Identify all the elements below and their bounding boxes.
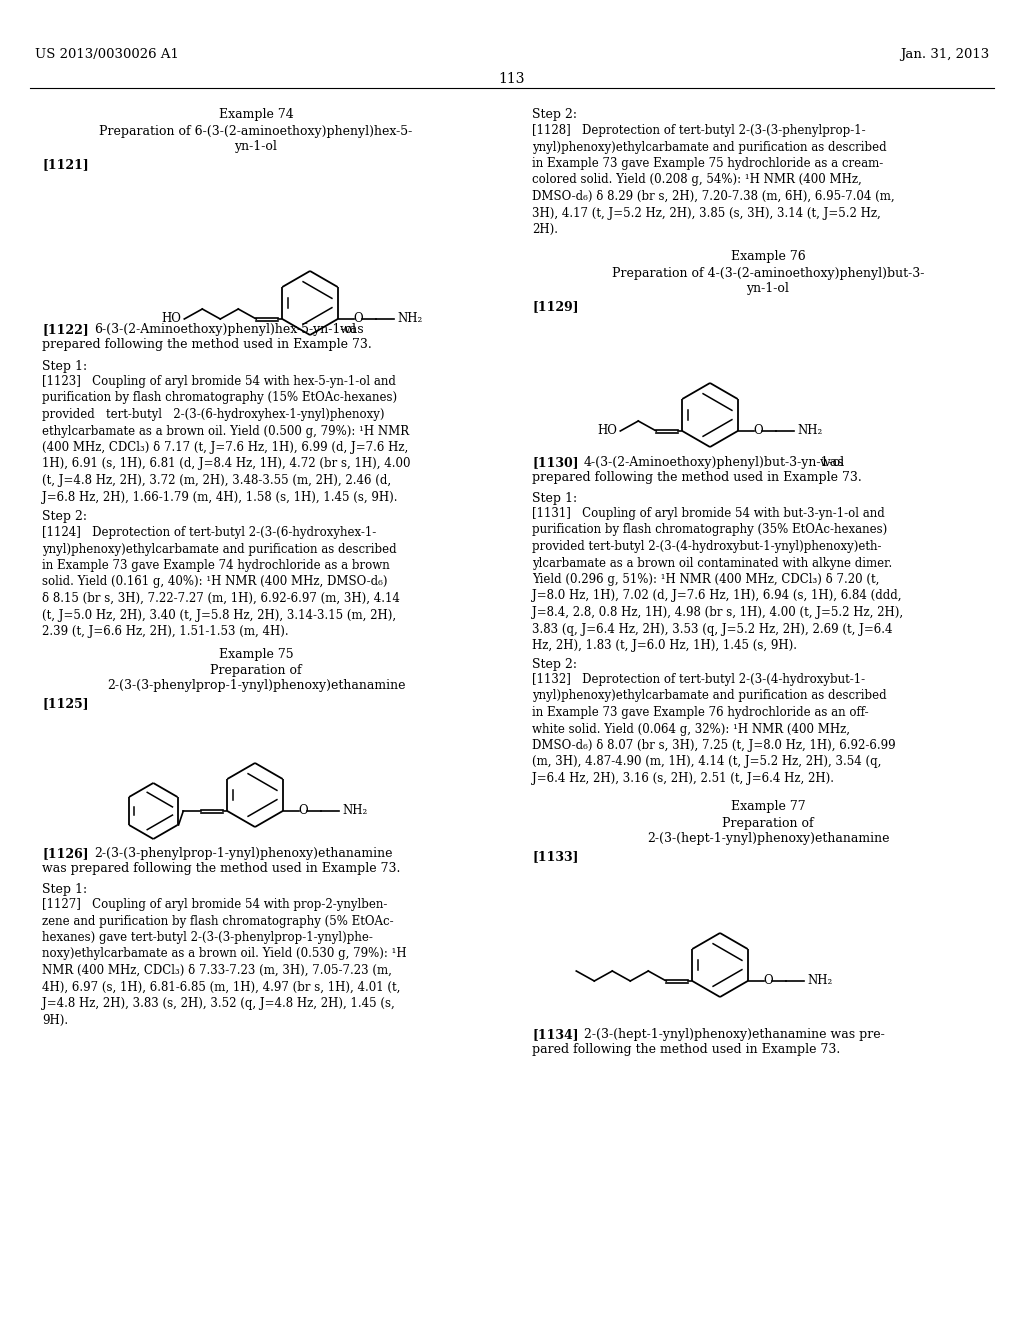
Text: 4-(3-(2-Aminoethoxy)phenyl)but-3-yn-1-ol: 4-(3-(2-Aminoethoxy)phenyl)but-3-yn-1-ol [584,455,845,469]
Text: [1122]: [1122] [42,323,89,337]
Text: 2-(3-(3-phenylprop-1-ynyl)phenoxy)ethanamine: 2-(3-(3-phenylprop-1-ynyl)phenoxy)ethana… [106,678,406,692]
Text: [1131]   Coupling of aryl bromide 54 with but-3-yn-1-ol and
purification by flas: [1131] Coupling of aryl bromide 54 with … [532,507,903,652]
Text: O: O [763,974,772,987]
Text: Jan. 31, 2013: Jan. 31, 2013 [900,48,989,61]
Text: Preparation of: Preparation of [210,664,302,677]
Text: NH₂: NH₂ [798,425,823,437]
Text: [1129]: [1129] [532,300,579,313]
Text: Preparation of 6-(3-(2-aminoethoxy)phenyl)hex-5-: Preparation of 6-(3-(2-aminoethoxy)pheny… [99,125,413,139]
Text: [1121]: [1121] [42,158,89,172]
Text: Step 2:: Step 2: [532,108,577,121]
Text: yn-1-ol: yn-1-ol [234,140,278,153]
Text: O: O [298,804,307,817]
Text: [1128]   Deprotection of tert-butyl 2-(3-(3-phenylprop-1-
ynyl)phenoxy)ethylcarb: [1128] Deprotection of tert-butyl 2-(3-(… [532,124,895,236]
Text: [1124]   Deprotection of tert-butyl 2-(3-(6-hydroxyhex-1-
ynyl)phenoxy)ethylcarb: [1124] Deprotection of tert-butyl 2-(3-(… [42,525,400,638]
Text: HO: HO [597,425,617,437]
Text: [1127]   Coupling of aryl bromide 54 with prop-2-ynylben-
zene and purification : [1127] Coupling of aryl bromide 54 with … [42,898,407,1027]
Text: was: was [820,455,845,469]
Text: [1132]   Deprotection of tert-butyl 2-(3-(4-hydroxybut-1-
ynyl)phenoxy)ethylcarb: [1132] Deprotection of tert-butyl 2-(3-(… [532,673,896,785]
Text: 2-(3-(hept-1-ynyl)phenoxy)ethanamine: 2-(3-(hept-1-ynyl)phenoxy)ethanamine [647,832,889,845]
Text: prepared following the method used in Example 73.: prepared following the method used in Ex… [532,471,862,484]
Text: [1134]: [1134] [532,1028,579,1041]
Text: 113: 113 [499,73,525,86]
Text: Step 2:: Step 2: [532,657,577,671]
Text: Example 74: Example 74 [219,108,293,121]
Text: Preparation of: Preparation of [722,817,814,830]
Text: Step 2:: Step 2: [42,510,87,523]
Text: US 2013/0030026 A1: US 2013/0030026 A1 [35,48,179,61]
Text: [1125]: [1125] [42,697,89,710]
Text: [1126]: [1126] [42,847,89,861]
Text: Preparation of 4-(3-(2-aminoethoxy)phenyl)but-3-: Preparation of 4-(3-(2-aminoethoxy)pheny… [611,267,925,280]
Text: Step 1:: Step 1: [42,360,87,374]
Text: [1130]: [1130] [532,455,579,469]
Text: HO: HO [162,313,181,326]
Text: Step 1:: Step 1: [532,492,578,506]
Text: Example 76: Example 76 [731,249,805,263]
Text: was prepared following the method used in Example 73.: was prepared following the method used i… [42,862,400,875]
Text: Step 1:: Step 1: [42,883,87,896]
Text: Example 75: Example 75 [219,648,293,661]
Text: 2-(3-(3-phenylprop-1-ynyl)phenoxy)ethanamine: 2-(3-(3-phenylprop-1-ynyl)phenoxy)ethana… [94,847,392,861]
Text: O: O [753,425,763,437]
Text: NH₂: NH₂ [397,313,423,326]
Text: NH₂: NH₂ [808,974,833,987]
Text: prepared following the method used in Example 73.: prepared following the method used in Ex… [42,338,372,351]
Text: [1123]   Coupling of aryl bromide 54 with hex-5-yn-1-ol and
purification by flas: [1123] Coupling of aryl bromide 54 with … [42,375,411,503]
Text: was: was [340,323,365,337]
Text: yn-1-ol: yn-1-ol [746,282,790,294]
Text: O: O [353,313,362,326]
Text: 6-(3-(2-Aminoethoxy)phenyl)hex-5-yn-1-ol: 6-(3-(2-Aminoethoxy)phenyl)hex-5-yn-1-ol [94,323,356,337]
Text: pared following the method used in Example 73.: pared following the method used in Examp… [532,1043,841,1056]
Text: [1133]: [1133] [532,850,579,863]
Text: Example 77: Example 77 [731,800,805,813]
Text: 2-(3-(hept-1-ynyl)phenoxy)ethanamine was pre-: 2-(3-(hept-1-ynyl)phenoxy)ethanamine was… [584,1028,885,1041]
Text: NH₂: NH₂ [343,804,368,817]
